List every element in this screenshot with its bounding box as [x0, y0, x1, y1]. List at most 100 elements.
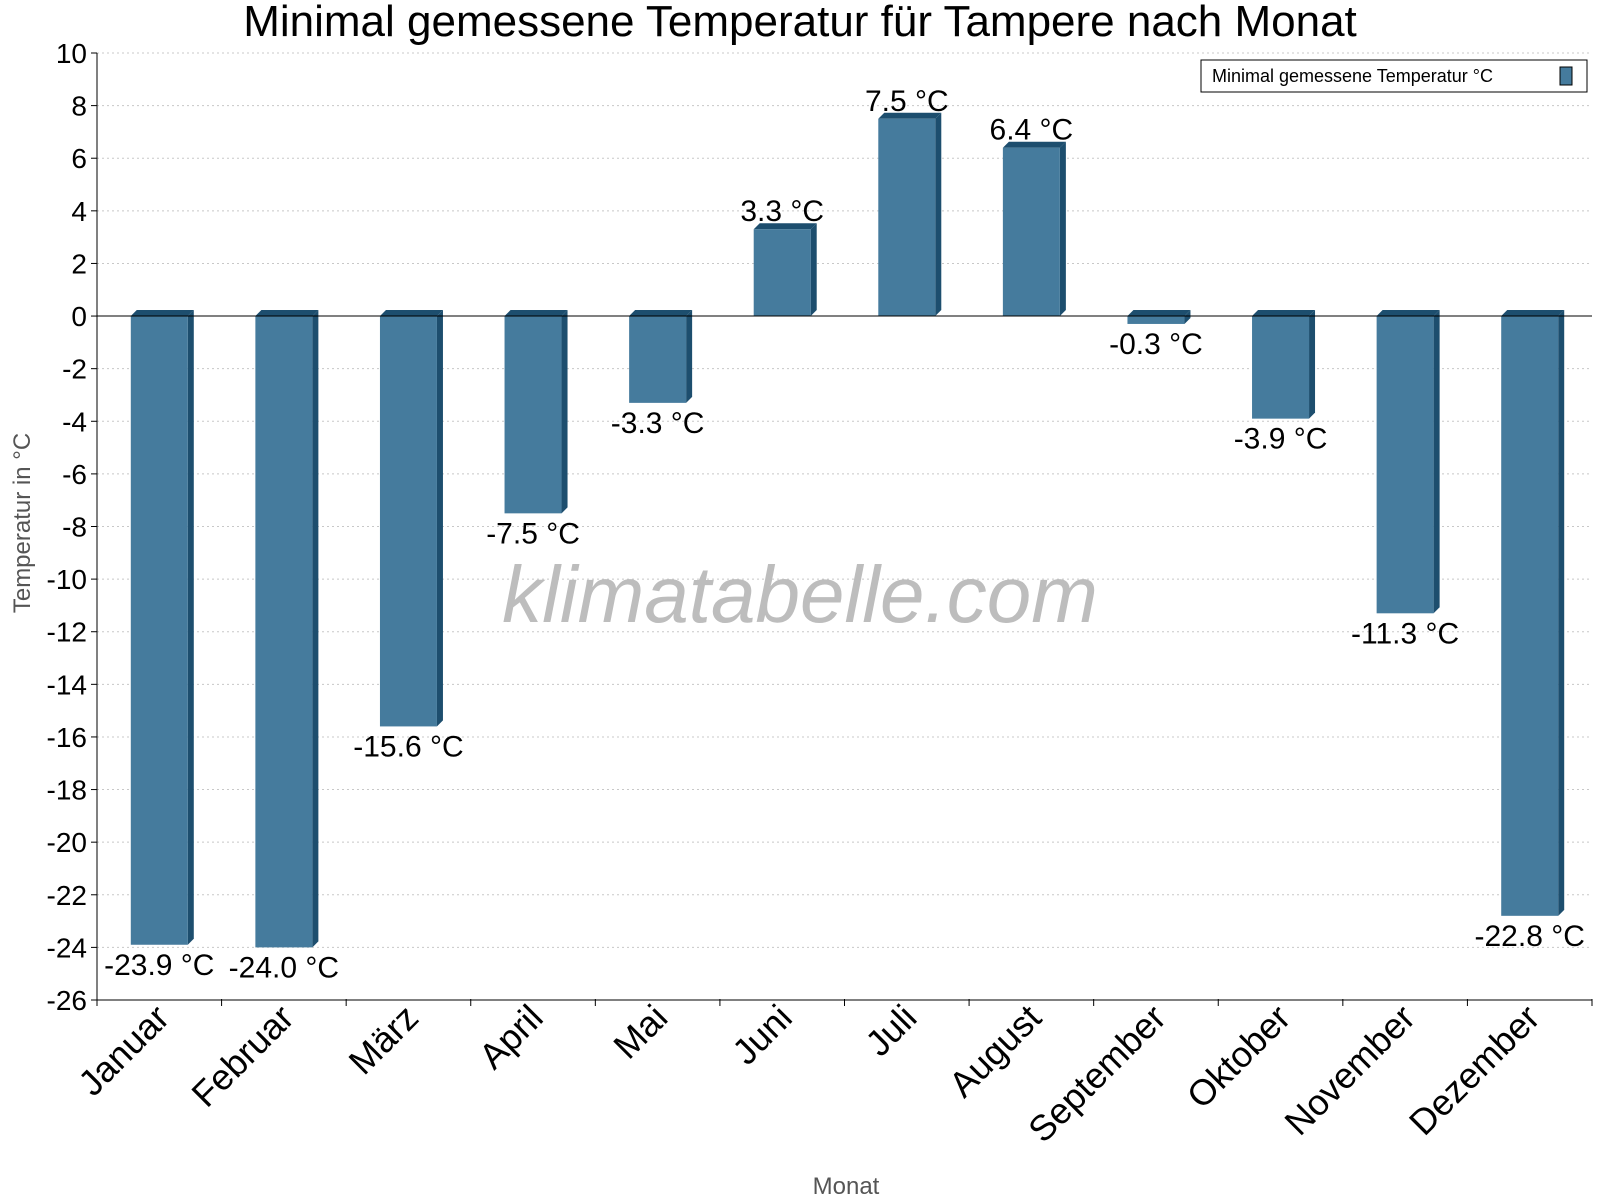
bar [629, 316, 687, 403]
y-tick-label: -10 [47, 564, 87, 595]
bar-group [1127, 310, 1191, 324]
y-tick-label: -6 [62, 459, 87, 490]
y-tick-label: -18 [47, 775, 87, 806]
data-label: -3.3 °C [611, 407, 705, 440]
x-tick-label: September [1020, 997, 1174, 1151]
bar-top [379, 310, 443, 317]
bar [1002, 147, 1060, 317]
y-tick-label: 2 [71, 248, 87, 279]
bar [379, 316, 437, 727]
data-label: -22.8 °C [1475, 920, 1585, 953]
x-tick-label: Dezember [1401, 997, 1547, 1143]
bar-top [1376, 310, 1440, 317]
bar-group [629, 310, 693, 403]
watermark: klimatabelle.com [502, 550, 1098, 639]
y-tick-label: 6 [71, 143, 87, 174]
bar-top [1127, 310, 1191, 317]
bar-group [1252, 310, 1316, 419]
data-label: -24.0 °C [229, 951, 339, 984]
bar-group [1501, 310, 1565, 916]
y-tick-label: 4 [71, 196, 87, 227]
bar-side [1433, 310, 1440, 614]
x-tick-label: Mai [605, 997, 675, 1067]
x-tick-label: November [1276, 997, 1422, 1143]
chart-title: Minimal gemessene Temperatur für Tampere… [243, 0, 1357, 46]
x-tick-label: Oktober [1179, 997, 1299, 1117]
y-tick-label: -22 [47, 880, 87, 911]
bar-group [753, 223, 817, 317]
x-tick-label: August [941, 997, 1049, 1105]
data-label: -3.9 °C [1234, 423, 1328, 456]
bar-top [1501, 310, 1565, 317]
x-tick-label: Juli [857, 997, 924, 1064]
y-tick-label: -8 [62, 512, 87, 543]
data-label: 7.5 °C [865, 85, 949, 118]
bar-top [878, 112, 942, 119]
y-tick-label: 8 [71, 91, 87, 122]
bar-side [935, 112, 942, 317]
x-tick-label: April [471, 997, 551, 1077]
bar [878, 118, 936, 317]
bar [1376, 316, 1434, 614]
legend-box [1200, 59, 1588, 93]
legend-label: Minimal gemessene Temperatur °C [1212, 66, 1493, 86]
bar-group [255, 310, 319, 948]
bar-side [1184, 310, 1191, 324]
bar [130, 316, 188, 945]
y-tick-label: -26 [47, 985, 87, 1016]
bar-side [561, 310, 568, 514]
bar-group [878, 112, 942, 317]
bar-side [686, 310, 693, 403]
data-label: -7.5 °C [486, 517, 580, 550]
bar-group [130, 310, 194, 945]
bar-top [753, 223, 817, 230]
y-tick-label: -20 [47, 827, 87, 858]
bar-group [379, 310, 443, 727]
y-tick-label: -2 [62, 354, 87, 385]
x-tick-label: Juni [724, 997, 800, 1073]
data-label: 3.3 °C [740, 195, 824, 228]
x-tick-label: Februar [183, 997, 301, 1115]
legend: Minimal gemessene Temperatur °C [1200, 59, 1588, 93]
bar-top [130, 310, 194, 317]
y-tick-label: -4 [62, 406, 87, 437]
bar-group [1376, 310, 1440, 614]
data-label: 6.4 °C [990, 114, 1074, 147]
bar-group [504, 310, 568, 514]
data-label: -15.6 °C [353, 730, 463, 763]
bar-side [1059, 141, 1066, 317]
bar-side [187, 310, 194, 945]
legend-swatch [1559, 66, 1573, 86]
x-tick-label: März [341, 997, 427, 1083]
bar [753, 229, 811, 317]
bar-side [312, 310, 319, 948]
bar-group [1002, 141, 1066, 317]
bar-top [255, 310, 319, 317]
y-tick-label: -24 [47, 932, 87, 963]
bar-top [1002, 141, 1066, 148]
y-tick-label: -14 [47, 669, 87, 700]
bar-side [436, 310, 443, 727]
bar-side [1558, 310, 1565, 916]
data-labels: -23.9 °C -24.0 °C -15.6 °C -7.5 °C -3.3 °C 3.… [104, 85, 1585, 985]
bar-side [810, 223, 817, 317]
y-tick-label: 0 [71, 301, 87, 332]
bar [1252, 316, 1310, 419]
x-axis-title: Monat [813, 1173, 880, 1200]
bars [130, 112, 1565, 948]
bar [1501, 316, 1559, 916]
data-label: -23.9 °C [104, 949, 214, 982]
data-label: -11.3 °C [1351, 617, 1459, 650]
bar [504, 316, 562, 514]
y-tick-label: -16 [47, 722, 87, 753]
bar-top [629, 310, 693, 317]
bar-top [504, 310, 568, 317]
y-tick-label: -12 [47, 617, 87, 648]
grid-lines [97, 52, 1592, 1001]
bar [255, 316, 313, 948]
y-axis-title: Temperatur in °C [9, 433, 36, 613]
bar-top [1252, 310, 1316, 317]
data-label: -0.3 °C [1109, 328, 1203, 361]
y-tick-label: 10 [56, 38, 87, 69]
